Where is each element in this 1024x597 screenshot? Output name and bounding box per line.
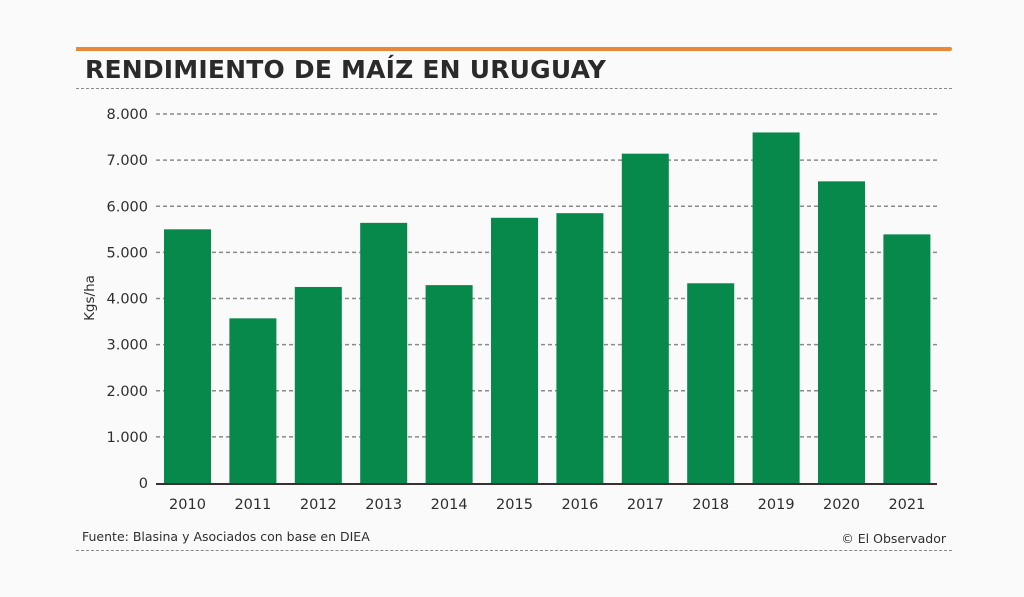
bar-2014 [425, 285, 473, 483]
y-tick-label: 4.000 [106, 292, 148, 308]
bar-2017 [621, 153, 669, 484]
title-divider [76, 88, 952, 89]
bar-2012 [294, 286, 342, 483]
x-tick-label: 2012 [300, 497, 337, 513]
bar-2021 [883, 234, 931, 483]
bar-2016 [556, 213, 604, 483]
x-tick-label: 2018 [692, 497, 729, 513]
bar-2013 [360, 222, 408, 484]
y-axis-label: Kgs/ha [82, 275, 98, 321]
bar-2019 [752, 132, 800, 483]
y-tick-label: 7.000 [106, 153, 148, 169]
x-axis-ticks: 2010 2011 2012 2013 2014 2015 2016 2017 2018 2019… [169, 497, 925, 513]
footer-divider [76, 550, 952, 551]
x-tick-label: 2014 [431, 497, 468, 513]
y-tick-label: 3.000 [106, 338, 148, 354]
bar-2018 [687, 283, 735, 483]
bar-2020 [818, 181, 865, 483]
x-tick-label: 2020 [823, 497, 860, 513]
y-tick-label: 8.000 [106, 107, 148, 123]
x-tick-label: 2013 [365, 497, 402, 513]
y-tick-label: 0 [139, 476, 148, 492]
bar-2010 [164, 229, 211, 483]
x-tick-label: 2016 [561, 497, 598, 513]
bars [164, 132, 931, 484]
x-tick-label: 2015 [496, 497, 533, 513]
x-tick-label: 2010 [169, 497, 206, 513]
accent-rule [76, 47, 952, 51]
source-note: Fuente: Blasina y Asociados con base en … [82, 529, 370, 544]
chart-title: RENDIMIENTO DE MAÍZ EN URUGUAY [85, 55, 607, 84]
y-axis-ticks: 0 1.000 2.000 3.000 4.000 5.000 6.000 7.000 8.00… [106, 107, 148, 492]
bar-2011 [229, 318, 277, 483]
x-tick-label: 2011 [234, 497, 271, 513]
copyright-credit: © El Observador [841, 531, 946, 546]
y-tick-label: 6.000 [106, 199, 148, 215]
y-tick-label: 5.000 [106, 245, 148, 261]
y-tick-label: 2.000 [106, 384, 148, 400]
bar-2015 [491, 217, 538, 483]
x-tick-label: 2019 [758, 497, 795, 513]
x-tick-label: 2017 [627, 497, 664, 513]
y-tick-label: 1.000 [106, 430, 148, 446]
x-tick-label: 2021 [888, 497, 925, 513]
